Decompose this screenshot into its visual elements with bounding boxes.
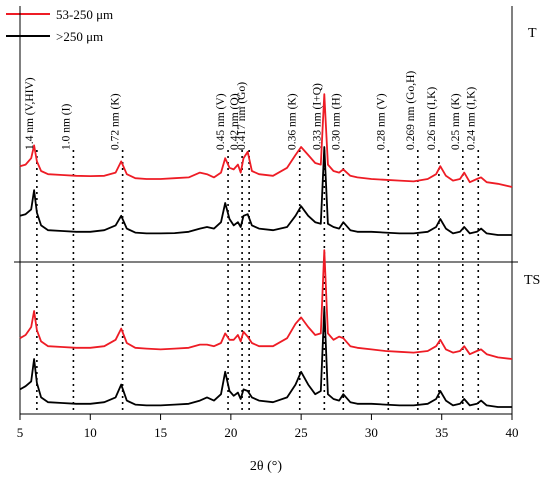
x-tick-label: 15: [154, 425, 167, 440]
x-tick-label: 30: [365, 425, 378, 440]
panel-label-t: T: [528, 26, 537, 41]
panel-label-ts: TS: [524, 273, 540, 288]
peak-annotations: 1.4 nm (V,HIV) 1.0 nm (I) 0.72 nm (K) 0.45 …: [24, 71, 477, 150]
series-line-panel2-red: [19, 249, 513, 360]
peak-annotation: 0.72 nm (K): [110, 93, 122, 150]
legend-label-red: 53-250 μm: [56, 7, 113, 22]
curves: [19, 93, 513, 408]
peak-annotation: 0.33 nm (I+Q): [311, 83, 323, 150]
peak-annotation: 0.36 nm (K): [287, 93, 299, 150]
peak-annotation: 0.26 nm (I,K): [426, 87, 438, 150]
x-axis-label: 2θ (°): [250, 459, 282, 474]
x-tick-label: 10: [84, 425, 97, 440]
peak-annotation: 0.30 nm (H): [330, 93, 342, 150]
x-ticks: 5 10 15 20 25 30 35 40: [17, 414, 519, 440]
series-line-panel1-black: [19, 146, 512, 236]
axes: [14, 6, 518, 415]
series-line-panel2-black: [19, 306, 512, 408]
peak-annotation: 0.417 nm (Go): [236, 82, 248, 150]
x-tick-label: 20: [224, 425, 237, 440]
series-line-panel1-red: [19, 93, 513, 188]
x-tick-label: 25: [295, 425, 308, 440]
peak-annotation: 0.28 nm (V): [375, 93, 387, 150]
peak-annotation: 0.42 nm (Q): [229, 93, 241, 150]
x-tick-label: 35: [435, 425, 448, 440]
reference-lines: [36, 150, 480, 414]
peak-annotation: 1.4 nm (V,HIV): [24, 77, 36, 150]
legend-label-black: >250 μm: [56, 29, 103, 44]
x-tick-label: 40: [506, 425, 519, 440]
peak-annotation: 0.45 nm (V): [215, 93, 227, 150]
peak-annotation: 0.269 nm (Go,H): [405, 71, 417, 150]
legend: 53-250 μm >250 μm: [6, 7, 113, 44]
peak-annotation: 1.0 nm (I): [60, 104, 72, 150]
peak-annotation: 0.25 nm (K): [450, 93, 462, 150]
x-tick-label: 5: [17, 425, 24, 440]
peak-annotation: 0.24 nm (I,K): [465, 87, 477, 150]
